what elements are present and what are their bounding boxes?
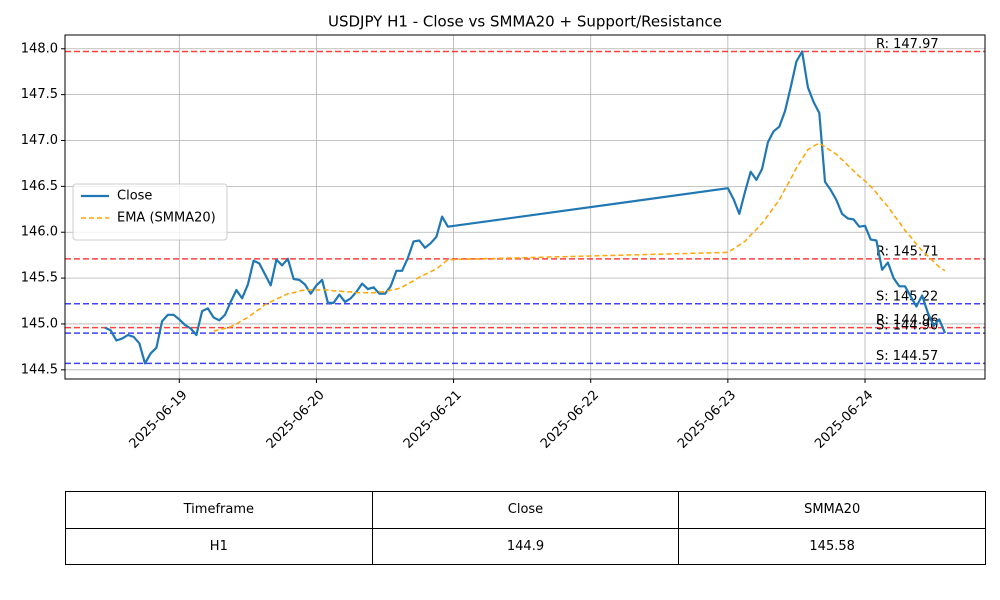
y-tick-label: 145.5 (21, 271, 58, 286)
level-label: R: 147.97 (876, 37, 939, 52)
y-tick-label: 148.0 (21, 41, 58, 56)
level-label: S: 144.90 (876, 319, 938, 334)
x-tick-label: 2025-06-24 (812, 388, 876, 452)
summary-table: Timeframe Close SMMA20 H1 144.9 145.58 (65, 491, 986, 565)
header-cell: SMMA20 (678, 491, 986, 529)
y-tick-label: 147.5 (21, 87, 58, 102)
cell: 145.58 (678, 527, 986, 565)
y-tick-label: 146.0 (21, 225, 58, 240)
x-tick-label: 2025-06-21 (401, 388, 465, 452)
header-cell: Timeframe (65, 491, 373, 529)
y-tick-label: 144.5 (21, 362, 58, 377)
data-row: H1 144.9 145.58 (65, 527, 986, 565)
header-cell: Close (371, 491, 680, 529)
y-tick-label: 147.0 (21, 133, 58, 148)
cell: 144.9 (371, 527, 680, 565)
header-row: Timeframe Close SMMA20 (65, 491, 986, 529)
x-tick-label: 2025-06-20 (264, 388, 328, 452)
level-label: S: 144.57 (876, 349, 938, 364)
x-tick-label: 2025-06-23 (675, 388, 739, 452)
legend-label: EMA (SMMA20) (117, 211, 216, 226)
legend-label: Close (117, 189, 152, 204)
level-label: R: 145.71 (876, 244, 939, 259)
legend-box (72, 183, 228, 241)
series-line (104, 50, 947, 365)
cell: H1 (65, 527, 373, 565)
x-tick-label: 2025-06-22 (538, 388, 602, 452)
chart: USDJPY H1 - Close vs SMMA20 + Support/Re… (21, 13, 986, 452)
chart-title: USDJPY H1 - Close vs SMMA20 + Support/Re… (328, 13, 722, 31)
y-tick-label: 146.5 (21, 179, 58, 194)
x-tick-label: 2025-06-19 (127, 388, 191, 452)
plot-frame (64, 34, 986, 380)
level-label: R: 144.96 (876, 313, 939, 328)
y-tick-label: 145.0 (21, 316, 58, 331)
